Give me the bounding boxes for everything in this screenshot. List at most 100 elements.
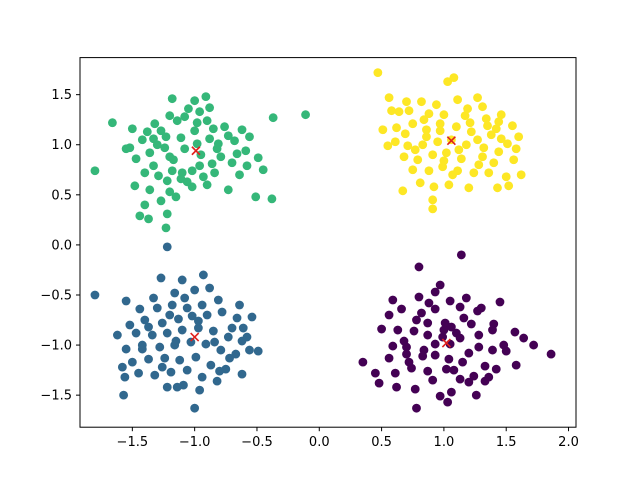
- centroid-stroke: [446, 136, 456, 146]
- scatter-point-cluster-1: [135, 304, 145, 314]
- scatter-point-cluster-3: [399, 152, 409, 162]
- scatter-point-cluster-2: [121, 144, 131, 154]
- scatter-point-cluster-2: [165, 187, 175, 197]
- scatter-point-cluster-1: [190, 285, 200, 295]
- scatter-point-cluster-1: [215, 366, 224, 376]
- scatter-point-cluster-0: [390, 368, 400, 378]
- y-tick-label: 0.0: [51, 238, 72, 253]
- y-tick-label: 1.5: [51, 88, 72, 103]
- scatter-point-cluster-1: [232, 313, 242, 323]
- scatter-point-cluster-1: [216, 345, 226, 355]
- scatter-point-cluster-1: [205, 283, 215, 293]
- scatter-point-cluster-2: [108, 118, 117, 128]
- scatter-point-cluster-3: [478, 152, 487, 162]
- scatter-point-cluster-1: [156, 273, 166, 283]
- scatter-point-cluster-3: [410, 145, 420, 155]
- scatter-point-cluster-3: [422, 125, 431, 135]
- x-tick-label: −0.5: [241, 435, 273, 450]
- scatter-point-cluster-1: [225, 353, 234, 363]
- scatter-point-cluster-0: [464, 377, 474, 387]
- y-tick-label: 0.5: [51, 188, 72, 203]
- scatter-point-cluster-0: [424, 298, 434, 308]
- scatter-point-cluster-3: [378, 125, 388, 135]
- scatter-point-cluster-1: [162, 328, 172, 338]
- scatter-point-cluster-0: [435, 280, 445, 290]
- scatter-point-cluster-3: [491, 124, 501, 134]
- scatter-point-cluster-3: [432, 100, 441, 110]
- plot-frame: [79, 57, 577, 428]
- scatter-point-cluster-1: [157, 318, 167, 328]
- scatter-point-cluster-2: [190, 126, 200, 136]
- scatter-point-cluster-2: [195, 107, 205, 117]
- scatter-point-cluster-0: [446, 322, 456, 332]
- x-tick-label: 1.0: [434, 435, 455, 450]
- scatter-point-cluster-3: [483, 121, 492, 131]
- scatter-point-cluster-1: [197, 300, 207, 310]
- scatter-point-cluster-2: [161, 132, 171, 142]
- scatter-point-cluster-0: [484, 372, 494, 382]
- scatter-point-cluster-1: [162, 382, 172, 392]
- scatter-point-cluster-3: [454, 145, 464, 155]
- scatter-point-cluster-2: [180, 112, 190, 122]
- scatter-point-cluster-1: [231, 349, 241, 359]
- scatter-point-cluster-0: [412, 315, 421, 325]
- scatter-point-cluster-2: [223, 131, 233, 141]
- scatter-point-cluster-0: [519, 333, 529, 343]
- scatter-point-cluster-0: [418, 351, 428, 361]
- scatter-point-cluster-2: [127, 124, 137, 134]
- scatter-point-cluster-2: [167, 94, 177, 104]
- scatter-point-cluster-3: [441, 148, 451, 158]
- scatter-point-cluster-3: [460, 111, 470, 121]
- scatter-point-cluster-2: [162, 176, 172, 186]
- scatter-point-cluster-0: [510, 327, 520, 337]
- scatter-point-cluster-0: [428, 375, 438, 385]
- scatter-point-cluster-0: [449, 365, 459, 375]
- scatter-point-cluster-2: [202, 116, 212, 126]
- scatter-point-cluster-2: [150, 119, 160, 129]
- scatter-point-cluster-2: [192, 139, 202, 149]
- scatter-point-cluster-1: [131, 328, 141, 338]
- scatter-point-cluster-1: [247, 312, 257, 322]
- scatter-point-cluster-0: [459, 313, 469, 323]
- scatter-point-cluster-1: [190, 403, 200, 413]
- scatter-point-cluster-3: [413, 155, 423, 165]
- x-axis: −1.5 −1.0 −0.5 0.0 0.5 1.0 1.5 2.0: [117, 427, 579, 450]
- scatter-point-cluster-0: [414, 292, 424, 302]
- scatter-point-cluster-3: [439, 110, 449, 120]
- scatter-point-cluster-0: [455, 302, 465, 312]
- scatter-point-cluster-1: [182, 303, 192, 313]
- scatter-point-cluster-2: [149, 161, 158, 171]
- scatter-point-cluster-2: [90, 166, 100, 176]
- scatter-point-cluster-3: [428, 204, 438, 214]
- scatter-point-cluster-3: [444, 180, 454, 190]
- scatter-point-cluster-1: [119, 390, 129, 400]
- scatter-point-cluster-3: [496, 134, 506, 144]
- scatter-point-cluster-2: [142, 127, 152, 137]
- scatter-point-cluster-0: [374, 378, 384, 388]
- scatter-point-cluster-2: [172, 116, 182, 126]
- scatter-point-cluster-0: [458, 357, 467, 367]
- scatter-point-cluster-0: [388, 341, 398, 351]
- centroid-marker: [191, 146, 201, 156]
- scatter-point-cluster-2: [242, 161, 252, 171]
- scatter-point-cluster-2: [135, 211, 145, 221]
- scatter-point-cluster-1: [212, 376, 222, 386]
- scatter-point-cluster-0: [446, 387, 456, 397]
- scatter-point-cluster-0: [430, 350, 440, 360]
- scatter-point-cluster-0: [414, 262, 424, 272]
- scatter-point-cluster-1: [125, 320, 135, 330]
- scatter-point-cluster-2: [195, 161, 205, 171]
- x-tick-label: 2.0: [558, 435, 579, 450]
- scatter-point-cluster-1: [160, 353, 170, 363]
- scatter-point-cluster-1: [193, 316, 203, 326]
- scatter-point-cluster-3: [435, 126, 445, 136]
- scatter-point-cluster-2: [160, 143, 170, 153]
- scatter-point-cluster-1: [187, 311, 197, 321]
- scatter-point-cluster-0: [410, 384, 420, 394]
- scatter-point-cluster-1: [186, 337, 196, 347]
- scatter-point-cluster-1: [210, 337, 219, 347]
- scatter-point-cluster-1: [208, 326, 218, 336]
- scatter-point-cluster-3: [486, 130, 496, 140]
- scatter-point-cluster-2: [137, 135, 147, 145]
